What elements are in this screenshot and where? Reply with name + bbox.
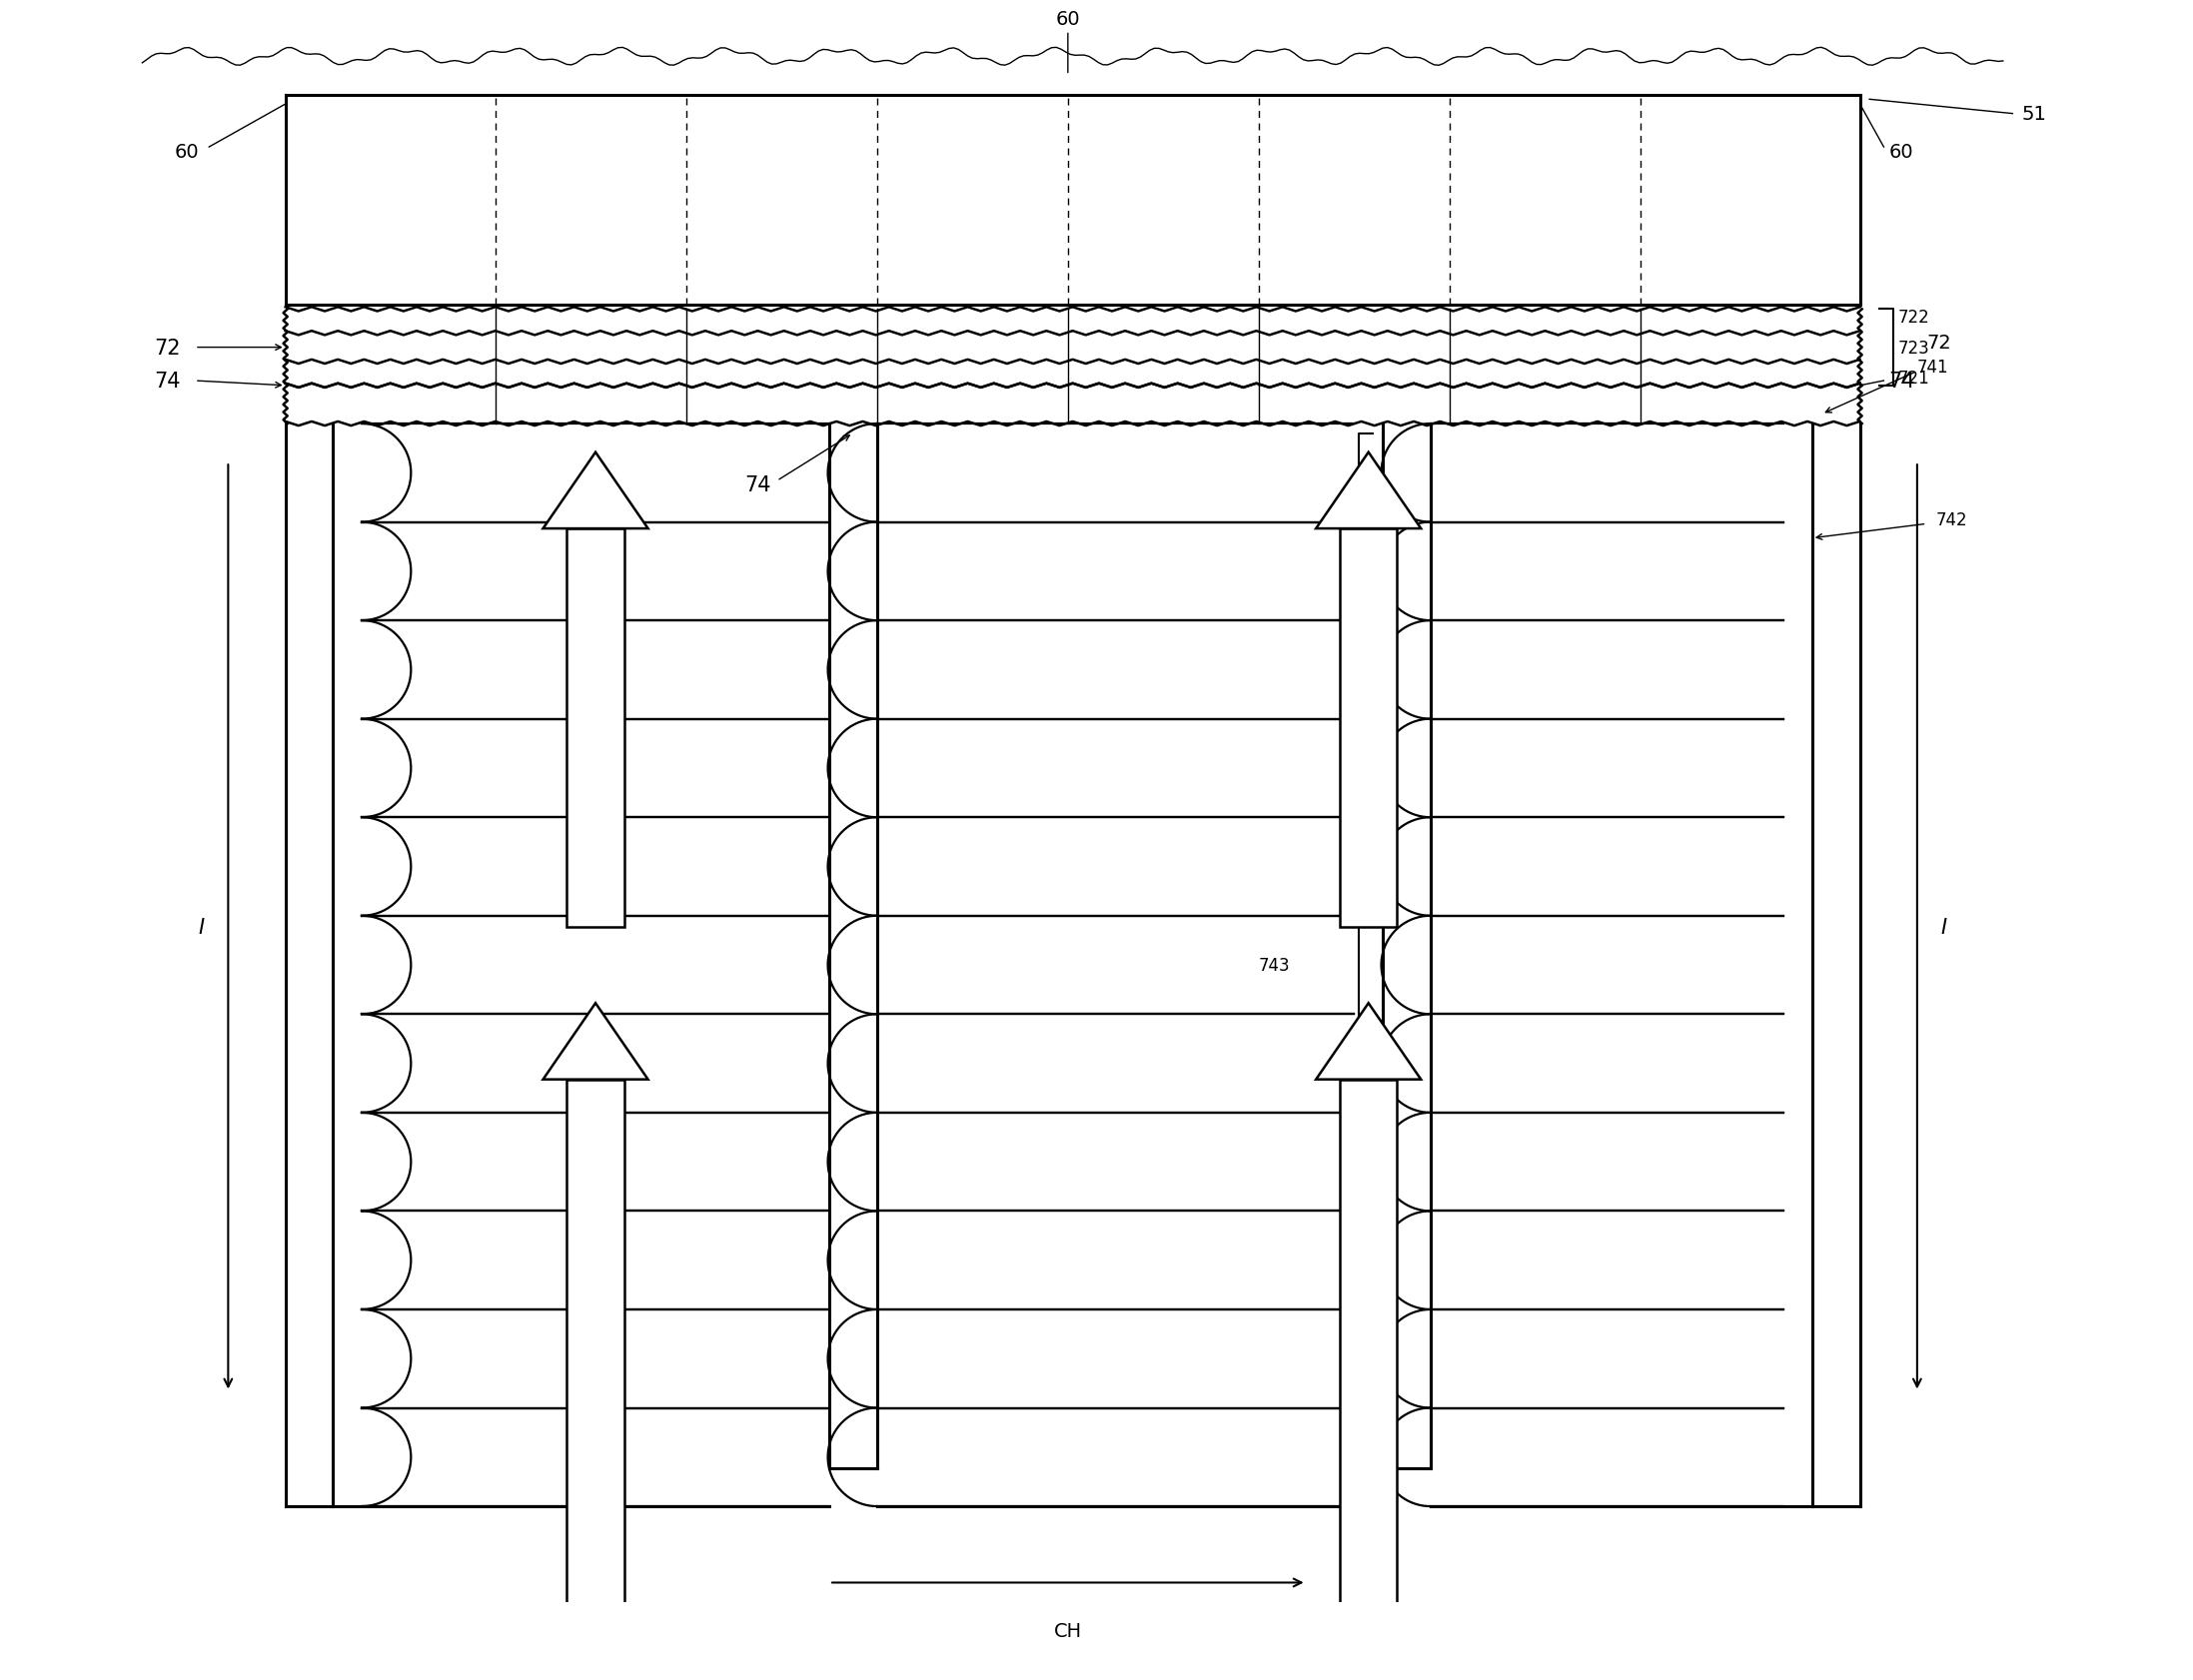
- Text: I: I: [197, 917, 204, 937]
- Text: 722: 722: [1899, 309, 1930, 326]
- Polygon shape: [544, 1003, 647, 1080]
- Text: 60: 60: [175, 143, 200, 161]
- Text: 72: 72: [154, 338, 180, 358]
- Text: 60: 60: [1055, 10, 1081, 74]
- Text: I: I: [1941, 917, 1947, 937]
- Bar: [568, 529, 625, 927]
- Text: WIND: WIND: [1344, 739, 1393, 758]
- Polygon shape: [1316, 454, 1421, 529]
- Polygon shape: [1316, 1003, 1421, 1080]
- Text: 741: 741: [1917, 358, 1950, 376]
- Text: 742: 742: [1936, 511, 1967, 529]
- Text: 721: 721: [1899, 370, 1930, 388]
- Bar: [568, 1080, 625, 1640]
- Text: 74: 74: [1888, 371, 1914, 391]
- Text: WIND: WIND: [570, 739, 621, 758]
- Polygon shape: [544, 454, 647, 529]
- Text: CH: CH: [1055, 1621, 1081, 1640]
- Text: 72: 72: [1928, 334, 1952, 353]
- Text: 51: 51: [2022, 104, 2046, 124]
- Text: 723: 723: [1899, 339, 1930, 356]
- Text: 743: 743: [1259, 956, 1289, 974]
- Text: 74: 74: [743, 475, 772, 496]
- Bar: [1340, 529, 1397, 927]
- Text: 60: 60: [1888, 143, 1912, 161]
- Bar: [1340, 1080, 1397, 1640]
- Text: 74: 74: [154, 371, 180, 391]
